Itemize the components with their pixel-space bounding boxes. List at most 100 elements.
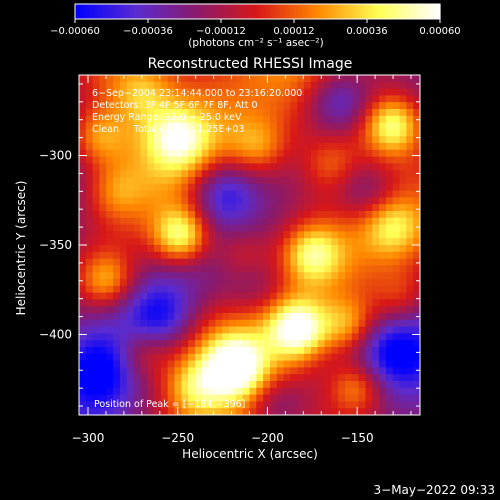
heatmap-cell bbox=[229, 258, 237, 266]
heatmap-cell bbox=[392, 183, 401, 192]
heatmap-cell bbox=[208, 224, 216, 232]
heatmap-cell bbox=[304, 75, 312, 83]
heatmap-cell bbox=[283, 163, 291, 171]
heatmap-cell bbox=[181, 340, 189, 348]
heatmap-cell bbox=[215, 367, 223, 375]
heatmap-cell bbox=[406, 265, 414, 273]
heatmap-cell bbox=[140, 129, 148, 137]
heatmap-cell bbox=[201, 251, 210, 260]
heatmap-cell bbox=[85, 224, 94, 232]
heatmap-cell bbox=[385, 122, 394, 130]
heatmap-cell bbox=[188, 401, 196, 409]
heatmap-cell bbox=[160, 279, 169, 287]
heatmap-cell bbox=[304, 319, 312, 328]
heatmap-cell bbox=[392, 204, 401, 212]
heatmap-cell bbox=[113, 136, 121, 144]
heatmap-cell bbox=[310, 245, 319, 253]
heatmap-cell bbox=[92, 353, 100, 362]
heatmap-cell bbox=[113, 319, 121, 328]
heatmap-cell bbox=[113, 333, 121, 341]
heatmap-cell bbox=[324, 163, 332, 171]
heatmap-cell bbox=[379, 360, 387, 368]
heatmap-cell bbox=[344, 340, 353, 348]
heatmap-cell bbox=[420, 129, 427, 136]
heatmap-cell bbox=[276, 81, 285, 90]
heatmap-cell bbox=[79, 326, 87, 334]
heatmap-cell bbox=[385, 326, 394, 334]
heatmap-cell bbox=[208, 408, 216, 415]
heatmap-cell bbox=[106, 306, 114, 314]
heatmap-cell bbox=[215, 415, 222, 422]
heatmap-cell bbox=[392, 149, 401, 158]
heatmap-cell bbox=[126, 367, 135, 375]
heatmap-cell bbox=[365, 163, 373, 171]
heatmap-cell bbox=[399, 231, 407, 239]
heatmap-cell bbox=[276, 306, 285, 314]
heatmap-cell bbox=[351, 340, 360, 348]
heatmap-cell bbox=[140, 401, 148, 409]
heatmap-cell bbox=[385, 109, 394, 117]
heatmap-cell bbox=[194, 408, 203, 415]
heatmap-cell bbox=[263, 245, 271, 253]
heatmap-cell bbox=[79, 387, 87, 396]
heatmap-cell bbox=[174, 340, 182, 348]
heatmap-cell bbox=[140, 340, 148, 348]
heatmap-cell bbox=[160, 394, 169, 402]
heatmap-cell bbox=[92, 197, 100, 205]
heatmap-cell bbox=[338, 306, 346, 314]
heatmap-cell bbox=[174, 163, 182, 171]
heatmap-cell bbox=[331, 285, 339, 294]
heatmap-cell bbox=[256, 387, 264, 396]
heatmap-cell bbox=[331, 129, 339, 137]
heatmap-cell bbox=[113, 245, 121, 253]
heatmap-cell bbox=[194, 183, 203, 192]
heatmap-cell bbox=[317, 88, 326, 96]
heatmap-cell bbox=[194, 238, 203, 246]
heatmap-cell bbox=[167, 109, 175, 117]
heatmap-cell bbox=[269, 109, 278, 117]
heatmap-cell bbox=[79, 285, 87, 294]
heatmap-cell bbox=[229, 170, 237, 178]
y-tick-label: −400 bbox=[39, 327, 72, 341]
heatmap-cell bbox=[222, 245, 230, 253]
heatmap-cell bbox=[372, 190, 380, 198]
heatmap-cell bbox=[331, 122, 339, 130]
heatmap-cell bbox=[269, 238, 278, 246]
heatmap-cell bbox=[113, 149, 121, 158]
heatmap-cell bbox=[85, 81, 94, 90]
heatmap-cell bbox=[140, 211, 148, 219]
heatmap-cell bbox=[181, 258, 189, 266]
heatmap-cell bbox=[160, 251, 169, 260]
heatmap-cell bbox=[304, 81, 312, 90]
heatmap-cell bbox=[79, 333, 87, 341]
heatmap-cell bbox=[406, 353, 414, 362]
heatmap-cell bbox=[317, 217, 326, 226]
heatmap-cell bbox=[242, 292, 250, 300]
heatmap-cell bbox=[222, 95, 230, 103]
heatmap-cell bbox=[420, 252, 427, 259]
heatmap-cell bbox=[297, 394, 305, 402]
heatmap-cell bbox=[256, 292, 264, 300]
heatmap-cell bbox=[215, 156, 223, 164]
heatmap-cell bbox=[106, 231, 114, 239]
heatmap-cell bbox=[133, 367, 141, 375]
heatmap-cell bbox=[119, 347, 128, 355]
heatmap-cell bbox=[365, 340, 373, 348]
colorbar-cell bbox=[150, 4, 154, 19]
heatmap-cell bbox=[140, 353, 148, 362]
heatmap-cell bbox=[256, 95, 264, 103]
heatmap-cell bbox=[249, 258, 257, 266]
heatmap-cell bbox=[324, 347, 332, 355]
heatmap-cell bbox=[188, 299, 196, 307]
heatmap-cell bbox=[174, 177, 182, 185]
heatmap-cell bbox=[133, 333, 141, 341]
heatmap-cell bbox=[174, 394, 182, 402]
heatmap-cell bbox=[229, 381, 237, 389]
heatmap-cell bbox=[222, 88, 230, 96]
heatmap-cell bbox=[413, 265, 420, 273]
heatmap-cell bbox=[372, 211, 380, 219]
colorbar-cell bbox=[162, 4, 166, 19]
heatmap-cell bbox=[229, 394, 237, 402]
heatmap-cell bbox=[106, 272, 114, 280]
heatmap-cell bbox=[160, 143, 169, 151]
